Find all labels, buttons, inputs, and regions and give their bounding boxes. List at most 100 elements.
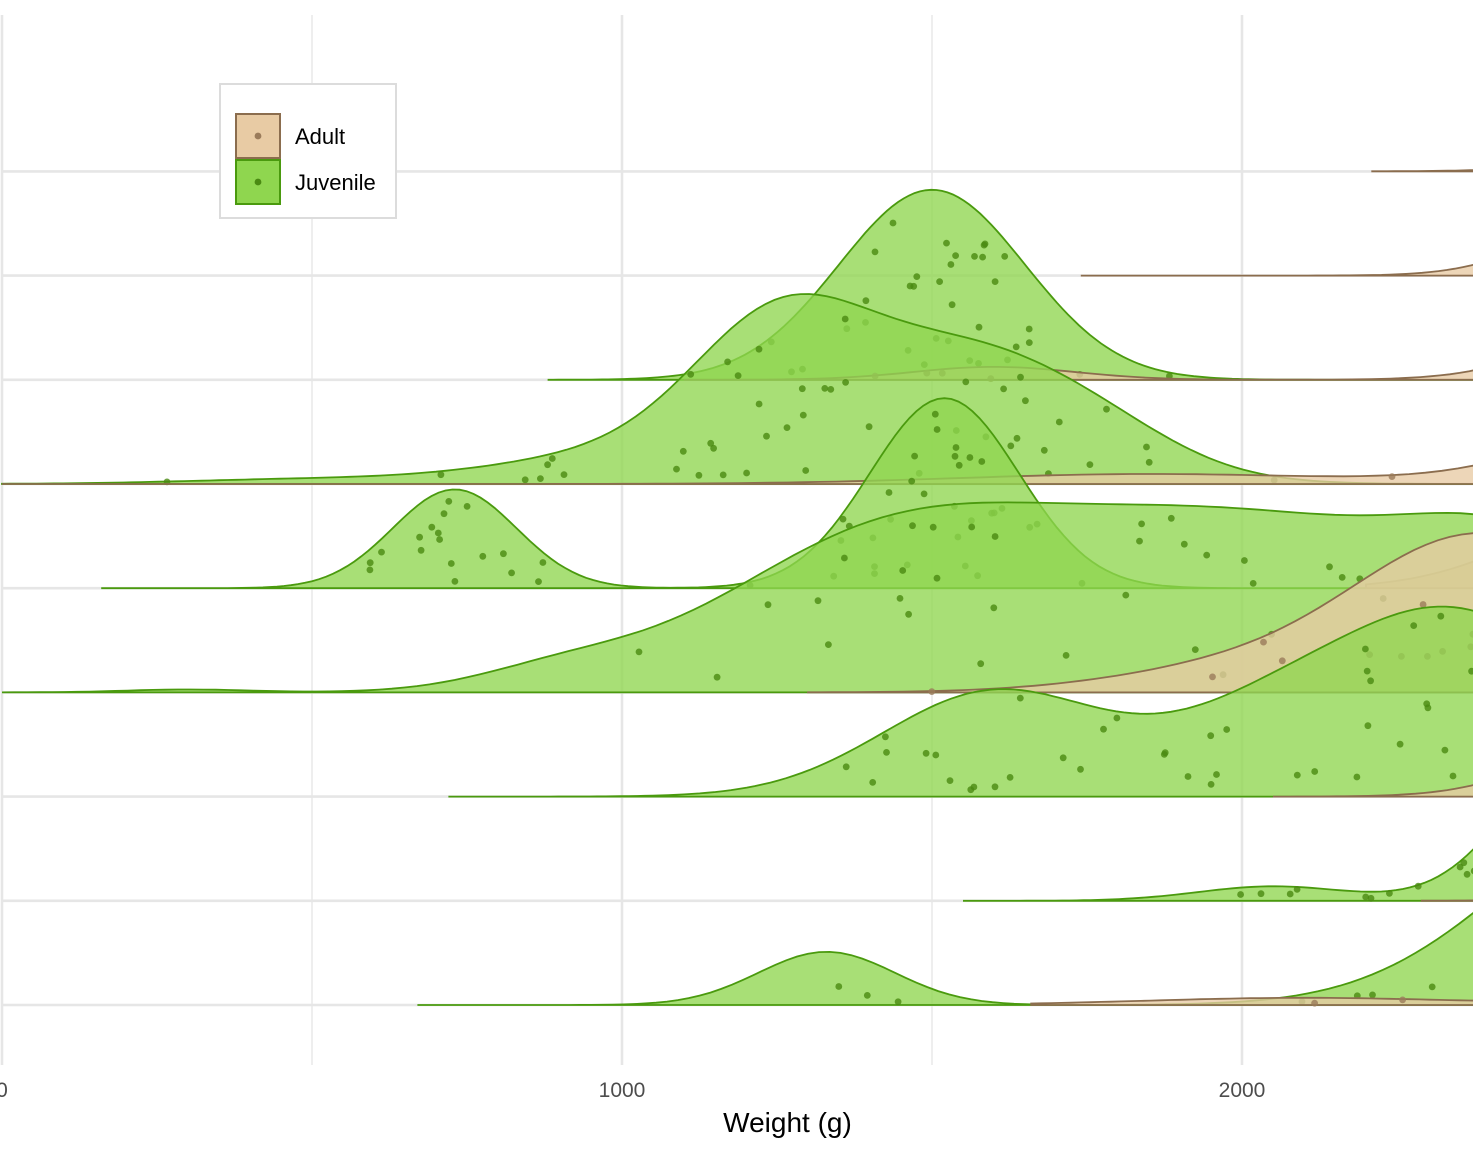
data-point — [1468, 667, 1473, 675]
data-point — [1293, 771, 1301, 779]
data-point — [1241, 557, 1248, 564]
data-point — [971, 253, 978, 260]
legend-item-adult: Adult — [235, 113, 345, 159]
data-point — [713, 673, 721, 681]
density-area — [1420, 899, 1473, 902]
data-point — [862, 297, 870, 305]
data-point — [539, 559, 547, 566]
legend-item-juvenile: Juvenile — [235, 159, 376, 205]
data-point — [1428, 983, 1436, 991]
data-point — [948, 301, 956, 309]
data-point — [1362, 893, 1370, 901]
data-point — [1113, 714, 1121, 722]
data-point — [882, 733, 889, 741]
data-point — [913, 273, 921, 280]
data-point — [1286, 890, 1294, 898]
density-area — [1273, 784, 1473, 798]
data-point — [1203, 551, 1211, 559]
data-point — [1136, 537, 1143, 545]
ridge-adult-row-2 — [1273, 784, 1473, 798]
data-point — [835, 983, 843, 990]
data-point — [929, 523, 937, 531]
data-point — [821, 385, 829, 392]
legend-key-point — [254, 132, 262, 140]
data-point — [1000, 385, 1007, 393]
data-point — [635, 648, 643, 656]
data-point — [889, 219, 897, 227]
data-point — [783, 424, 791, 431]
data-point — [933, 574, 941, 582]
data-point — [1257, 890, 1265, 898]
data-point — [1260, 638, 1267, 646]
data-point — [1463, 870, 1471, 878]
data-point — [447, 560, 455, 567]
data-point — [1022, 397, 1029, 405]
density-area — [963, 848, 1473, 902]
data-point — [1311, 768, 1319, 775]
data-point — [1311, 999, 1318, 1007]
data-point — [1077, 765, 1084, 773]
data-point — [936, 278, 943, 285]
density-area — [807, 532, 1473, 694]
data-point — [479, 552, 487, 560]
data-point — [1122, 591, 1130, 599]
data-point — [451, 578, 459, 585]
data-point — [979, 253, 986, 261]
data-point — [951, 452, 959, 460]
density-area — [1371, 169, 1473, 173]
data-point — [1001, 253, 1009, 260]
data-point — [1012, 343, 1020, 351]
data-point — [1062, 652, 1070, 659]
data-point — [440, 510, 448, 518]
data-point — [560, 471, 568, 478]
data-point — [1143, 443, 1150, 451]
data-point — [724, 358, 731, 366]
data-point — [1410, 622, 1418, 629]
data-point — [707, 439, 715, 447]
data-point — [1441, 746, 1449, 754]
data-point — [952, 252, 959, 259]
data-point — [1460, 859, 1468, 867]
density-area — [2, 464, 1473, 485]
data-point — [1367, 677, 1374, 685]
data-point — [962, 378, 970, 386]
data-point — [500, 550, 507, 558]
density-area — [1030, 996, 1473, 1006]
x-axis-ticks: 0 1000 2000 — [0, 1079, 1265, 1102]
x-tick-label: 2000 — [1219, 1079, 1266, 1102]
data-point — [1209, 673, 1216, 681]
data-point — [1362, 645, 1369, 653]
data-point — [463, 503, 471, 510]
data-point — [1207, 732, 1215, 740]
data-point — [548, 455, 556, 462]
data-point — [970, 783, 978, 791]
data-point — [1167, 514, 1175, 522]
data-point — [679, 447, 687, 455]
data-point — [755, 400, 763, 408]
data-point — [1338, 574, 1346, 581]
data-point — [1369, 991, 1376, 999]
data-point — [896, 595, 904, 602]
data-point — [1249, 580, 1257, 587]
data-point — [673, 465, 680, 473]
data-point — [1414, 882, 1422, 890]
data-point — [1017, 373, 1024, 381]
ridge-layer — [1, 169, 1473, 1007]
data-point — [428, 523, 436, 531]
data-point — [1025, 339, 1033, 346]
data-point — [905, 610, 912, 618]
ridge-juvenile-row-2 — [448, 605, 1473, 798]
ridge-adult-row-7 — [1080, 263, 1473, 277]
data-point — [894, 998, 902, 1006]
data-point — [1437, 612, 1445, 620]
data-point — [366, 559, 374, 567]
x-axis-title: Weight (g) — [723, 1107, 852, 1138]
data-point — [1399, 996, 1406, 1004]
data-point — [932, 751, 940, 759]
data-point — [978, 458, 986, 465]
data-point — [537, 475, 544, 482]
data-point — [841, 315, 849, 323]
legend-label: Adult — [295, 124, 345, 149]
data-point — [922, 749, 930, 757]
